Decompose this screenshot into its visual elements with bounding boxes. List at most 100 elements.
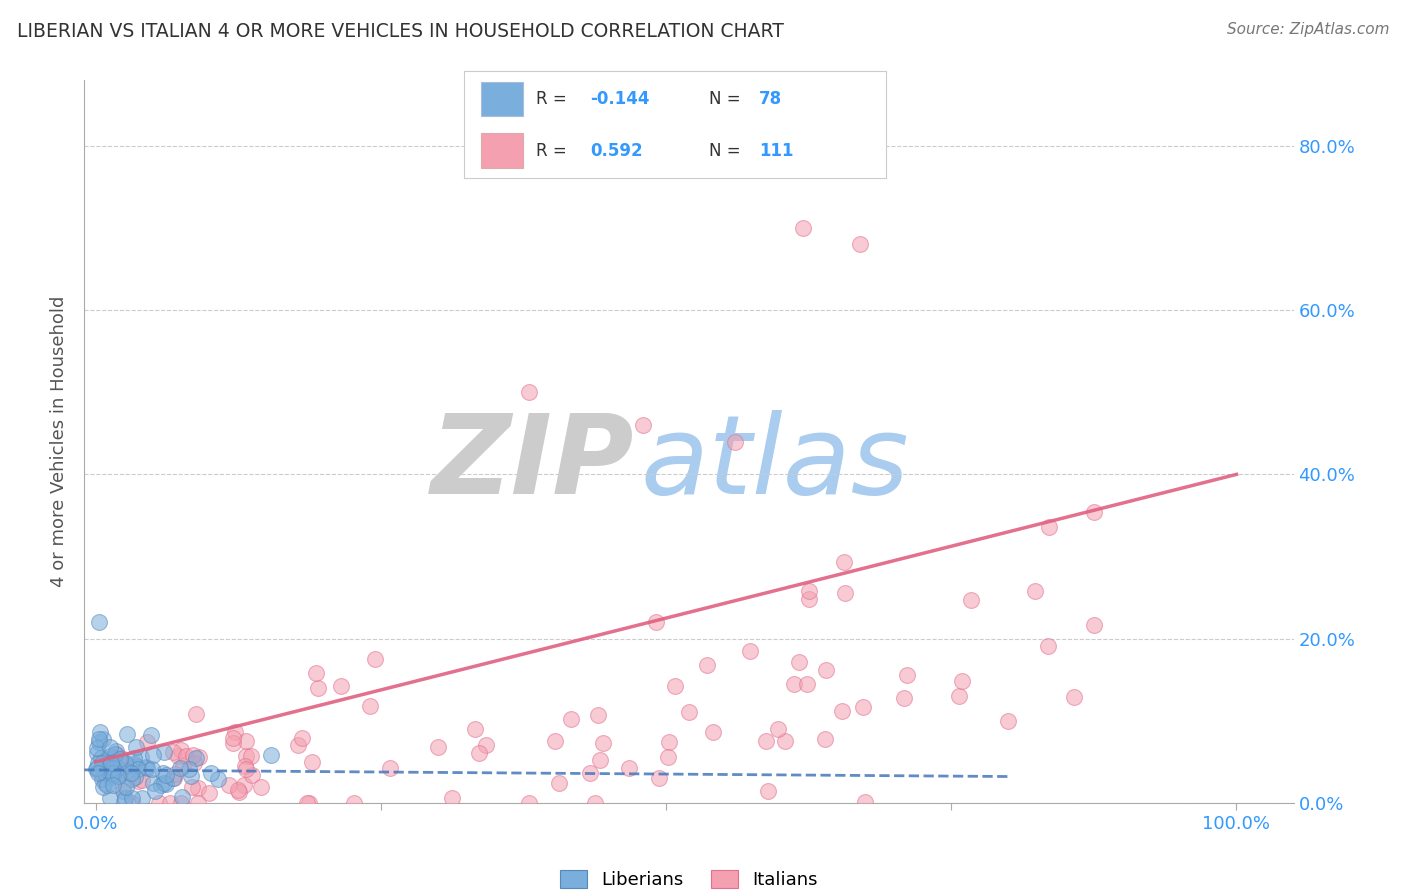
Liberians <box>101 778 124 792</box>
Italians <box>187 796 209 810</box>
Liberians <box>170 789 193 804</box>
Liberians <box>127 762 149 776</box>
Italians <box>110 763 132 777</box>
Italians <box>181 747 204 762</box>
Italians <box>592 736 614 750</box>
Liberians <box>122 751 145 765</box>
Text: R =: R = <box>536 142 572 160</box>
Italians <box>235 734 257 748</box>
Liberians <box>125 758 148 772</box>
Italians <box>112 780 135 794</box>
Text: N =: N = <box>709 90 745 108</box>
Liberians <box>162 771 184 785</box>
Text: N =: N = <box>709 142 745 160</box>
Liberians <box>93 765 115 780</box>
Italians <box>696 658 718 673</box>
Liberians <box>100 770 122 784</box>
Italians <box>183 756 205 770</box>
Italians <box>548 775 571 789</box>
Italians <box>948 689 970 703</box>
Liberians <box>87 731 110 746</box>
Liberians <box>98 740 121 755</box>
Italians <box>792 221 814 235</box>
Italians <box>787 656 810 670</box>
Italians <box>464 722 486 736</box>
Text: -0.144: -0.144 <box>591 90 650 108</box>
Italians <box>222 731 245 745</box>
Liberians <box>141 762 163 776</box>
Italians <box>110 751 132 765</box>
Italians <box>222 736 245 750</box>
Italians <box>198 786 221 800</box>
Text: ZIP: ZIP <box>432 409 634 516</box>
Italians <box>364 652 387 666</box>
Italians <box>1024 584 1046 599</box>
Liberians <box>142 747 165 762</box>
Liberians <box>93 776 115 790</box>
Liberians <box>142 776 165 790</box>
Italians <box>664 679 686 693</box>
Italians <box>517 796 540 810</box>
Liberians <box>169 761 191 775</box>
Bar <box>481 134 523 168</box>
Liberians <box>108 769 131 783</box>
Liberians <box>150 778 173 792</box>
Italians <box>159 796 181 810</box>
Italians <box>233 778 256 792</box>
Italians <box>633 418 655 433</box>
Liberians <box>112 794 135 808</box>
Italians <box>162 745 184 759</box>
Italians <box>1038 519 1060 533</box>
Italians <box>766 722 789 736</box>
Italians <box>814 663 837 677</box>
Liberians <box>125 739 148 754</box>
Liberians <box>121 772 143 787</box>
Liberians <box>89 735 111 749</box>
Liberians <box>91 780 114 795</box>
Italians <box>167 749 190 764</box>
Liberians <box>100 767 122 781</box>
Liberians <box>115 780 138 795</box>
Liberians <box>260 747 283 762</box>
Italians <box>228 785 250 799</box>
Italians <box>441 791 464 805</box>
Italians <box>852 699 875 714</box>
Liberians <box>200 765 222 780</box>
Liberians <box>86 746 108 760</box>
Liberians <box>177 762 200 776</box>
Italians <box>1083 618 1105 632</box>
Italians <box>148 796 170 810</box>
Italians <box>359 699 381 714</box>
Italians <box>799 584 821 599</box>
Italians <box>783 677 806 691</box>
Liberians <box>107 761 129 775</box>
Liberians <box>104 747 127 761</box>
Italians <box>648 772 671 786</box>
Italians <box>960 593 983 607</box>
Liberians <box>153 776 176 790</box>
Italians <box>136 735 159 749</box>
Liberians <box>96 778 118 792</box>
Italians <box>163 771 186 785</box>
Legend: Liberians, Italians: Liberians, Italians <box>553 863 825 892</box>
Liberians <box>91 732 114 747</box>
Liberians <box>115 764 138 778</box>
Italians <box>301 755 323 769</box>
Italians <box>797 591 820 606</box>
Italians <box>853 795 876 809</box>
Text: atlas: atlas <box>641 409 910 516</box>
Italians <box>287 738 309 752</box>
Text: 78: 78 <box>759 90 782 108</box>
Italians <box>181 780 204 795</box>
Italians <box>1063 690 1085 704</box>
Italians <box>658 735 681 749</box>
Italians <box>298 796 321 810</box>
Italians <box>467 746 489 760</box>
Italians <box>165 766 187 780</box>
Italians <box>896 668 918 682</box>
Y-axis label: 4 or more Vehicles in Household: 4 or more Vehicles in Household <box>51 296 69 587</box>
Italians <box>305 665 328 680</box>
Italians <box>378 761 401 775</box>
Italians <box>755 734 778 748</box>
Italians <box>796 677 818 691</box>
